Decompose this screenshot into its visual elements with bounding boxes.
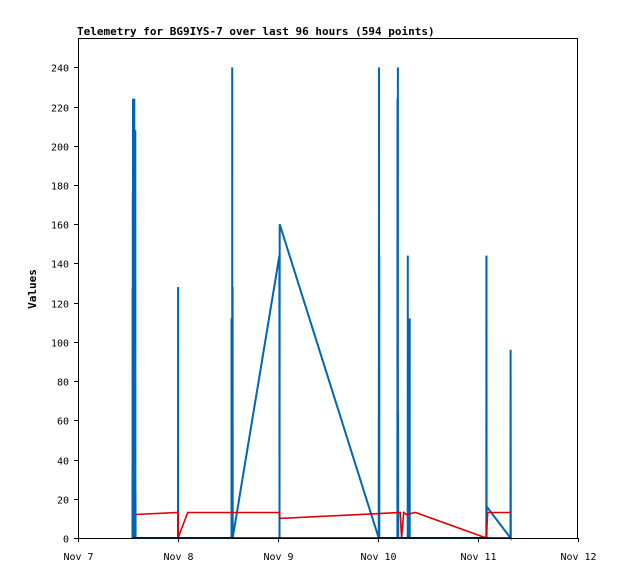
y-tick-label: 100 xyxy=(51,339,69,350)
y-tick-label: 160 xyxy=(51,221,69,232)
y-axis-label: Values xyxy=(26,269,39,309)
y-tick-label: 20 xyxy=(57,496,69,507)
series-line-2 xyxy=(135,511,511,540)
y-tick-label: 80 xyxy=(57,378,69,389)
y-tick-label: 60 xyxy=(57,417,69,428)
y-tick-label: 40 xyxy=(57,457,69,468)
plot-series xyxy=(131,67,512,541)
x-tick-label: Nov 7 xyxy=(63,552,93,563)
y-tick-label: 220 xyxy=(51,104,69,115)
y-tick-label: 140 xyxy=(51,260,69,271)
y-axis: 0 20 40 60 80 100 120 140 160 180 200 220 240 xyxy=(51,64,78,546)
y-tick-label: 120 xyxy=(51,300,69,311)
x-tick-label: Nov 11 xyxy=(460,552,496,563)
y-tick-label: 240 xyxy=(51,64,69,75)
x-tick-label: Nov 10 xyxy=(360,552,396,563)
series-line-1 xyxy=(131,67,512,541)
x-tick-label: Nov 12 xyxy=(560,552,596,563)
y-tick-label: 200 xyxy=(51,143,69,154)
x-axis: Nov 7 Nov 8 Nov 9 Nov 10 Nov 11 Nov 12 xyxy=(63,538,597,563)
chart-title: Telemetry for BG9IYS-7 over last 96 hour… xyxy=(77,25,435,38)
y-tick-label: 0 xyxy=(63,535,69,546)
y-tick-label: 180 xyxy=(51,182,69,193)
plot-frame xyxy=(78,38,578,539)
x-tick-label: Nov 8 xyxy=(163,552,193,563)
x-tick-label: Nov 9 xyxy=(263,552,293,563)
